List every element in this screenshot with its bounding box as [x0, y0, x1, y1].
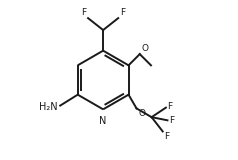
- Text: H₂N: H₂N: [39, 102, 58, 112]
- Text: F: F: [120, 8, 125, 17]
- Text: F: F: [168, 102, 173, 111]
- Text: O: O: [138, 109, 145, 118]
- Text: F: F: [169, 116, 174, 125]
- Text: N: N: [99, 116, 107, 127]
- Text: O: O: [142, 44, 149, 53]
- Text: F: F: [81, 8, 86, 17]
- Text: F: F: [164, 132, 169, 141]
